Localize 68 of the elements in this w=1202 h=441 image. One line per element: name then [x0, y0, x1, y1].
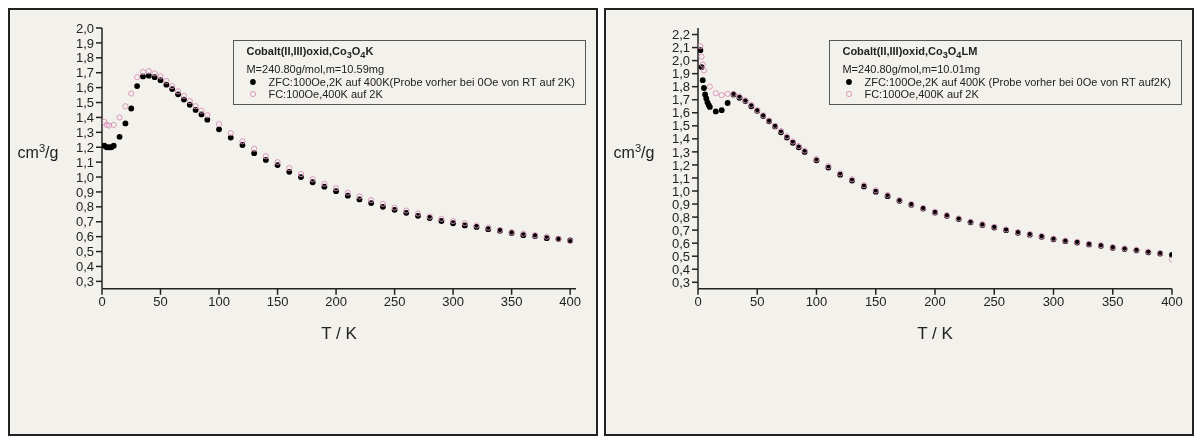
x-tick-label: 50 [153, 294, 168, 310]
y-tick-label: 0,8 [75, 199, 94, 215]
y-tick-label: 1,5 [671, 118, 690, 134]
y-tick-label: 0,4 [75, 259, 94, 275]
x-tick-label: 150 [266, 294, 289, 310]
legend-label: FC:100Oe,400K auf 2K [268, 88, 383, 101]
x-tick-label: 150 [864, 294, 887, 310]
x-tick-label: 300 [442, 294, 464, 310]
x-tick-label: 400 [1161, 294, 1183, 310]
y-tick-label: 0,9 [75, 184, 94, 200]
x-tick-label: 250 [983, 294, 1006, 310]
x-tick-label: 200 [924, 294, 946, 310]
y-axis-title: cm$^{3}$/g [613, 142, 655, 162]
y-tick-label: 1,5 [75, 95, 94, 111]
y-tick-label: 1,9 [671, 66, 690, 82]
y-tick-label: 0,7 [671, 222, 690, 238]
text: M=240.80g/mol,m=10.01mg [842, 63, 982, 76]
y-tick-label: 2,0 [75, 20, 94, 36]
legend-title: Cobalt(II,III)oxid,Co$_{3}$O$_{4}$LM [842, 45, 979, 61]
x-axis-title: T / K [321, 323, 358, 343]
y-tick-label: 1,2 [75, 139, 94, 155]
legend-label: ZFC:100Oe,2K auf 400K(Probe vorher bei 0Oe von RT auf 2K) [268, 76, 575, 89]
x-tick-label: 250 [383, 294, 406, 310]
legend-label: FC:100Oe,400K auf 2K [864, 88, 979, 101]
y-tick-label: 0,7 [75, 214, 94, 230]
legend-label: ZFC:100Oe,2K auf 400K (Probe vorher bei 0Oe von RT auf2K) [864, 76, 1171, 89]
x-tick-label: 100 [208, 294, 230, 310]
x-tick-label: 400 [559, 294, 581, 310]
y-tick-label: 1,4 [75, 110, 94, 126]
y-tick-label: 1,2 [671, 157, 690, 173]
y-axis-title: cm$^{3}$/g [17, 142, 59, 162]
y-tick-label: 1,4 [671, 131, 690, 147]
y-tick-label: 0,6 [671, 235, 690, 251]
x-tick-label: 100 [805, 294, 828, 310]
y-tick-label: 0,4 [671, 261, 690, 277]
x-tick-label: 300 [1042, 294, 1065, 310]
y-tick-label: 2,2 [671, 27, 690, 43]
y-tick-label: 1,0 [75, 169, 94, 185]
y-tick-label: 0,5 [75, 244, 94, 260]
x-tick-label: 200 [325, 294, 347, 310]
y-tick-label: 1,7 [75, 65, 94, 81]
y-tick-label: 1,8 [671, 79, 690, 95]
x-axis-title: T / K [917, 323, 954, 343]
y-tick-label: 1,3 [75, 124, 94, 140]
x-tick-label: 350 [1101, 294, 1124, 310]
y-tick-label: 2,1 [671, 40, 690, 56]
y-tick-label: 1,1 [671, 170, 690, 186]
y-tick-label: 0,6 [75, 229, 94, 245]
x-tick-label: 50 [750, 294, 765, 310]
y-tick-label: 1,9 [75, 35, 94, 51]
y-tick-label: 0,3 [671, 274, 690, 290]
y-tick-label: 1,6 [75, 80, 94, 96]
x-tick-label: 350 [500, 294, 523, 310]
x-tick-label: 0 [98, 294, 106, 310]
text: M=240.80g/mol,m=10.59mg [246, 63, 386, 76]
x-tick-label: 0 [694, 294, 702, 310]
legend-title: Cobalt(II,III)oxid,Co$_{3}$O$_{4}$K [246, 45, 375, 61]
y-tick-label: 1,3 [671, 144, 690, 160]
y-tick-label: 2,0 [671, 53, 690, 69]
y-tick-label: 1,7 [671, 92, 690, 108]
y-tick-label: 0,8 [671, 209, 690, 225]
y-tick-label: 1,1 [75, 154, 94, 170]
y-tick-label: 1,0 [671, 183, 690, 199]
y-tick-label: 1,8 [75, 50, 94, 66]
y-tick-label: 1,6 [671, 105, 690, 121]
y-tick-label: 0,9 [671, 196, 690, 212]
y-tick-label: 0,5 [671, 248, 690, 264]
y-tick-label: 0,3 [75, 273, 94, 289]
